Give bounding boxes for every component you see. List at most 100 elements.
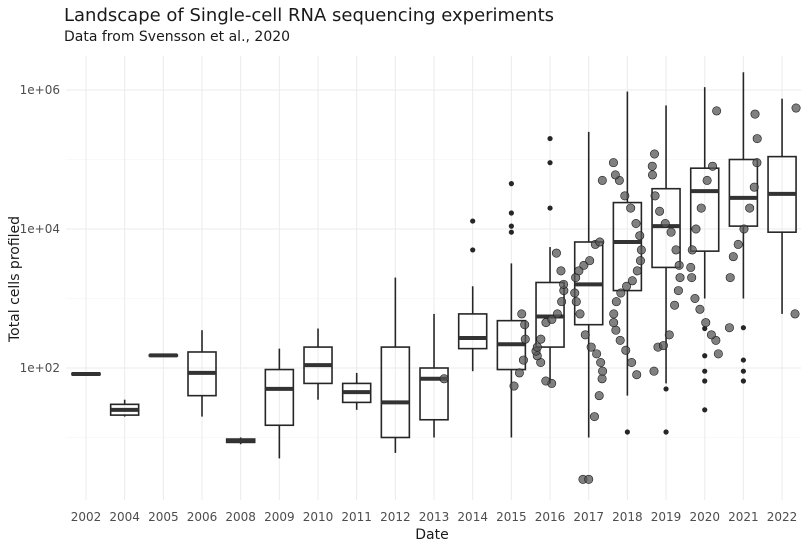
data-point bbox=[664, 330, 674, 340]
outlier-point bbox=[702, 368, 708, 374]
x-tick-label: 2006 bbox=[187, 510, 218, 524]
data-point bbox=[790, 309, 800, 319]
data-point bbox=[570, 288, 580, 298]
data-point bbox=[696, 203, 706, 213]
data-point bbox=[514, 368, 524, 378]
data-point bbox=[547, 314, 557, 324]
boxplots bbox=[71, 72, 797, 459]
jittered-points bbox=[439, 103, 801, 484]
outlier-point bbox=[508, 210, 514, 216]
data-point bbox=[791, 103, 801, 113]
x-tick-label: 2017 bbox=[573, 510, 604, 524]
data-point bbox=[650, 191, 660, 201]
outlier-point bbox=[663, 429, 669, 435]
x-tick-label: 2015 bbox=[496, 510, 527, 524]
data-point bbox=[724, 323, 734, 333]
data-point bbox=[702, 175, 712, 185]
data-point bbox=[627, 357, 637, 367]
x-tick-label: 2022 bbox=[767, 510, 798, 524]
data-point bbox=[647, 161, 657, 171]
outlier-point bbox=[547, 160, 553, 166]
outlier-point bbox=[547, 135, 553, 142]
data-point bbox=[745, 203, 755, 213]
data-point bbox=[532, 342, 542, 352]
outlier-point bbox=[740, 368, 746, 374]
data-point bbox=[594, 391, 604, 401]
data-point bbox=[598, 366, 608, 376]
x-tick-label: 2021 bbox=[728, 510, 759, 524]
x-axis-title: Date bbox=[415, 527, 448, 543]
x-tick-label: 2013 bbox=[419, 510, 450, 524]
box-iqr bbox=[457, 313, 488, 350]
data-point bbox=[556, 266, 566, 276]
outlier-points bbox=[470, 135, 746, 435]
data-point bbox=[611, 297, 621, 307]
x-tick-label: 2008 bbox=[225, 510, 256, 524]
data-point bbox=[597, 374, 607, 384]
outlier-point bbox=[470, 218, 476, 224]
y-tick-label: 1e+02 bbox=[20, 361, 60, 375]
data-point bbox=[674, 260, 684, 270]
data-point bbox=[626, 203, 636, 213]
data-point bbox=[635, 231, 645, 241]
outlier-point bbox=[470, 247, 476, 253]
data-point bbox=[580, 330, 590, 340]
data-point bbox=[733, 239, 743, 249]
data-point bbox=[609, 309, 619, 319]
x-tick-labels: 2002 2004 2005 2006 2008 2009 2010 2011 2012 2013… bbox=[71, 510, 798, 524]
y-tick-label: 1e+06 bbox=[20, 83, 60, 97]
outlier-point bbox=[702, 353, 708, 359]
data-point bbox=[520, 334, 530, 344]
box-iqr bbox=[380, 346, 411, 439]
outlier-point bbox=[508, 181, 514, 187]
data-point bbox=[611, 325, 621, 335]
x-tick-label: 2002 bbox=[71, 510, 102, 524]
x-tick-label: 2019 bbox=[651, 510, 682, 524]
x-tick-label: 2011 bbox=[341, 510, 372, 524]
data-point bbox=[622, 281, 632, 291]
data-point bbox=[691, 224, 701, 234]
outlier-point bbox=[740, 378, 746, 384]
data-point bbox=[670, 300, 680, 310]
data-point bbox=[518, 355, 528, 365]
data-point bbox=[690, 293, 700, 303]
data-point bbox=[660, 218, 670, 228]
data-point bbox=[551, 248, 561, 258]
data-point bbox=[706, 330, 716, 340]
data-point bbox=[585, 256, 595, 266]
data-point bbox=[632, 266, 642, 276]
x-tick-label: 2010 bbox=[303, 510, 334, 524]
outlier-point bbox=[702, 407, 708, 413]
outlier-point bbox=[740, 357, 746, 363]
data-point bbox=[687, 245, 697, 255]
data-point bbox=[752, 158, 762, 168]
data-point bbox=[610, 170, 620, 180]
data-point bbox=[750, 109, 760, 119]
data-point bbox=[647, 170, 657, 180]
data-point bbox=[559, 279, 569, 289]
outlier-point bbox=[624, 429, 630, 435]
x-tick-label: 2009 bbox=[264, 510, 295, 524]
x-tick-label: 2012 bbox=[380, 510, 411, 524]
data-point bbox=[608, 158, 618, 168]
x-tick-label: 2005 bbox=[148, 510, 179, 524]
data-point bbox=[649, 366, 659, 376]
data-point bbox=[552, 309, 562, 319]
chart-title: Landscape of Single-cell RNA sequencing … bbox=[64, 5, 554, 26]
data-point bbox=[517, 309, 527, 319]
data-point bbox=[728, 252, 738, 262]
outlier-point bbox=[702, 378, 708, 384]
data-point bbox=[620, 191, 630, 201]
box-iqr bbox=[419, 367, 449, 421]
data-point bbox=[621, 345, 631, 355]
data-point bbox=[673, 286, 683, 296]
data-point bbox=[632, 370, 642, 380]
data-point bbox=[687, 273, 697, 283]
x-tick-label: 2018 bbox=[612, 510, 643, 524]
chart-subtitle: Data from Svensson et al., 2020 bbox=[64, 29, 290, 45]
data-point bbox=[595, 237, 605, 247]
data-point bbox=[752, 134, 762, 144]
outlier-point bbox=[547, 205, 553, 211]
data-point bbox=[650, 149, 660, 159]
data-point bbox=[712, 106, 722, 116]
